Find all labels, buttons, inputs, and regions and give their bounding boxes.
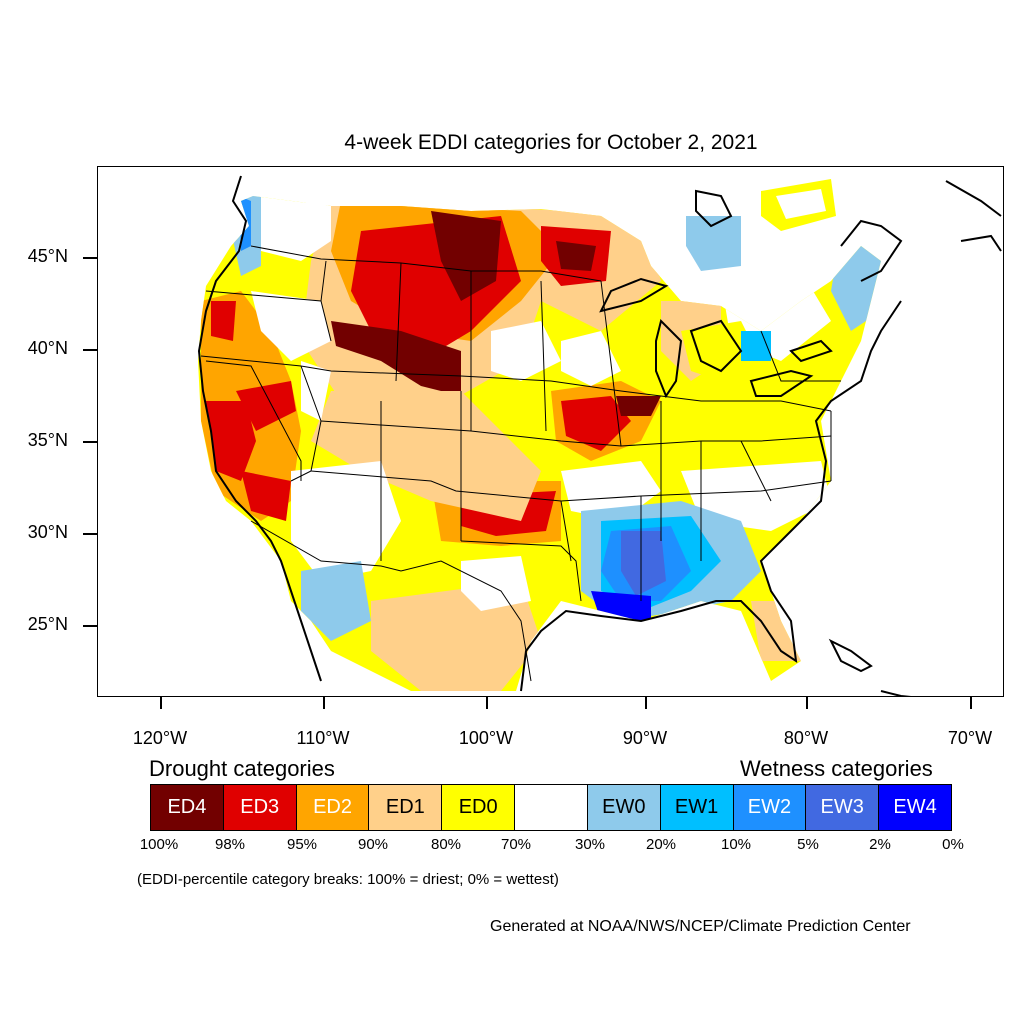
break-label: 2% bbox=[869, 836, 891, 853]
credit-line: Generated at NOAA/NWS/NCEP/Climate Predi… bbox=[490, 918, 911, 935]
category-note: (EDDI-percentile category breaks: 100% =… bbox=[137, 871, 559, 888]
swatch-ed0: ED0 bbox=[442, 785, 516, 830]
wetness-categories-heading: Wetness categories bbox=[740, 756, 933, 781]
swatch-ed3: ED3 bbox=[223, 785, 297, 830]
swatch-ew0: EW0 bbox=[587, 785, 661, 830]
lat-label-45: 45°N bbox=[27, 246, 68, 266]
state-boundaries bbox=[200, 245, 841, 682]
break-label: 5% bbox=[797, 836, 819, 853]
swatch-ew4: EW4 bbox=[879, 785, 951, 830]
lat-tick-35 bbox=[83, 441, 97, 443]
northern-patches bbox=[761, 179, 836, 231]
break-label: 10% bbox=[720, 836, 752, 853]
lon-label-100: 100°W bbox=[458, 728, 514, 748]
lon-tick-100 bbox=[486, 697, 488, 709]
lat-tick-45 bbox=[83, 257, 97, 259]
lon-tick-80 bbox=[806, 697, 808, 709]
lat-label-40: 40°N bbox=[27, 338, 68, 358]
lon-tick-120 bbox=[160, 697, 162, 709]
break-label: 98% bbox=[214, 836, 246, 853]
swatch-ew3: EW3 bbox=[806, 785, 880, 830]
lat-tick-25 bbox=[83, 625, 97, 627]
map-panel bbox=[97, 166, 1004, 697]
swatch-neutral bbox=[515, 785, 588, 830]
lat-label-25: 25°N bbox=[27, 614, 68, 634]
lon-tick-110 bbox=[323, 697, 325, 709]
lon-label-80: 80°W bbox=[783, 728, 829, 748]
drought-categories-heading: Drought categories bbox=[149, 756, 335, 781]
category-colorbar: ED4 ED3 ED2 ED1 ED0 EW0 EW1 EW2 EW3 EW4 bbox=[150, 784, 952, 831]
break-label: 80% bbox=[430, 836, 462, 853]
break-label: 90% bbox=[357, 836, 389, 853]
swatch-ed4: ED4 bbox=[151, 785, 224, 830]
break-label: 30% bbox=[574, 836, 606, 853]
swatch-ed1: ED1 bbox=[369, 785, 443, 830]
ontario-wet-patch bbox=[686, 216, 741, 271]
lon-label-110: 110°W bbox=[296, 728, 350, 748]
lon-tick-70 bbox=[970, 697, 972, 709]
eddi-map bbox=[197, 171, 1002, 696]
break-label: 100% bbox=[139, 836, 179, 853]
lon-tick-90 bbox=[645, 697, 647, 709]
break-label: 20% bbox=[645, 836, 677, 853]
lat-tick-40 bbox=[83, 349, 97, 351]
break-label: 0% bbox=[942, 836, 964, 853]
swatch-ed2: ED2 bbox=[296, 785, 370, 830]
lat-tick-30 bbox=[83, 533, 97, 535]
swatch-ew2: EW2 bbox=[733, 785, 807, 830]
lon-label-90: 90°W bbox=[622, 728, 668, 748]
swatch-ew1: EW1 bbox=[660, 785, 734, 830]
lon-label-70: 70°W bbox=[947, 728, 993, 748]
coastlines bbox=[197, 175, 1002, 696]
lat-label-35: 35°N bbox=[27, 430, 68, 450]
lat-label-30: 30°N bbox=[27, 522, 68, 542]
lon-label-120: 120°W bbox=[132, 728, 188, 748]
eddi-raster bbox=[198, 196, 881, 691]
map-title: 4-week EDDI categories for October 2, 20… bbox=[344, 131, 758, 154]
break-label: 70% bbox=[500, 836, 532, 853]
wa-white bbox=[301, 171, 326, 206]
break-label: 95% bbox=[286, 836, 318, 853]
